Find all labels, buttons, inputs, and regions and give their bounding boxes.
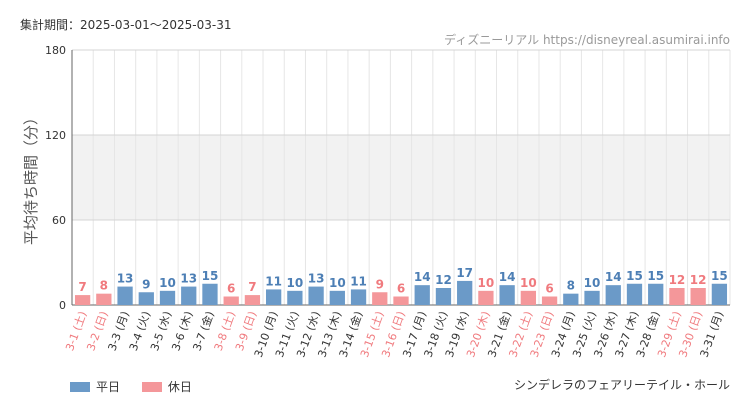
- legend-weekday-label: 平日: [96, 380, 121, 394]
- y-tick-label: 60: [52, 214, 66, 227]
- data-label: 10: [329, 276, 346, 290]
- data-label: 6: [545, 282, 553, 296]
- bar: [414, 285, 430, 305]
- bar: [96, 293, 112, 305]
- band-60-120: [72, 135, 730, 220]
- data-label: 13: [180, 272, 197, 286]
- data-label: 15: [711, 269, 728, 283]
- legend-holiday-swatch: [141, 381, 162, 392]
- bar: [520, 290, 536, 305]
- data-label: 11: [350, 274, 367, 288]
- data-label: 15: [202, 269, 219, 283]
- bar: [202, 283, 218, 305]
- bar: [563, 293, 579, 305]
- data-label: 14: [499, 270, 516, 284]
- bar: [74, 295, 91, 305]
- data-label: 12: [669, 273, 686, 287]
- bar: [350, 289, 367, 305]
- data-label: 9: [142, 277, 150, 291]
- bar: [478, 290, 494, 305]
- bar: [159, 290, 176, 305]
- bar: [541, 296, 558, 305]
- bar: [138, 292, 154, 305]
- data-label: 14: [605, 270, 622, 284]
- bar: [457, 280, 473, 305]
- bar: [287, 290, 303, 305]
- data-label: 10: [584, 276, 601, 290]
- data-label: 8: [100, 279, 108, 293]
- data-label: 7: [78, 280, 86, 294]
- legend-holiday-label: 休日: [167, 380, 192, 394]
- data-label: 17: [456, 266, 473, 280]
- legend-holiday: 休日: [141, 378, 192, 395]
- bar: [372, 292, 388, 305]
- bar: [223, 296, 239, 305]
- bar: [584, 290, 600, 305]
- bar: [117, 286, 133, 305]
- data-label: 12: [690, 273, 707, 287]
- site-credit: ディズニーリアル https://disneyreal.asumirai.inf…: [444, 33, 730, 47]
- data-label: 9: [376, 277, 384, 291]
- legend-weekday-swatch: [70, 381, 90, 392]
- data-label: 10: [159, 276, 176, 290]
- data-label: 11: [265, 274, 282, 288]
- data-label: 13: [117, 272, 134, 286]
- bar: [711, 283, 728, 305]
- data-label: 13: [308, 272, 325, 286]
- data-label: 10: [287, 276, 304, 290]
- bar: [266, 289, 282, 305]
- y-tick-label: 180: [45, 44, 66, 57]
- data-label: 10: [520, 276, 537, 290]
- period-label: 集計期間：2025-03-01～2025-03-31: [20, 18, 232, 32]
- data-label: 10: [478, 276, 495, 290]
- y-tick-label: 0: [59, 299, 66, 312]
- data-label: 6: [397, 282, 405, 296]
- attraction-name: シンデレラのフェアリーテイル・ホール: [513, 378, 730, 392]
- legend-weekday: 平日: [70, 378, 120, 395]
- bar: [244, 295, 261, 305]
- bar: [690, 288, 706, 305]
- bar: [669, 288, 685, 305]
- data-label: 15: [647, 269, 664, 283]
- data-label: 15: [626, 269, 643, 283]
- data-label: 14: [414, 270, 431, 284]
- bar: [499, 285, 515, 305]
- bar: [435, 288, 452, 305]
- bar: [626, 283, 643, 305]
- legend: 平日 休日: [70, 378, 210, 395]
- data-label: 7: [248, 280, 256, 294]
- bar: [329, 290, 345, 305]
- y-axis-title: 平均待ち時間（分）: [22, 110, 40, 245]
- bar: [605, 285, 621, 305]
- bar: [648, 283, 664, 305]
- bar: [393, 296, 409, 305]
- data-label: 12: [435, 273, 452, 287]
- data-label: 8: [567, 279, 575, 293]
- bar: [308, 286, 324, 305]
- y-tick-label: 120: [45, 129, 66, 142]
- data-label: 6: [227, 282, 235, 296]
- bar: [181, 286, 197, 305]
